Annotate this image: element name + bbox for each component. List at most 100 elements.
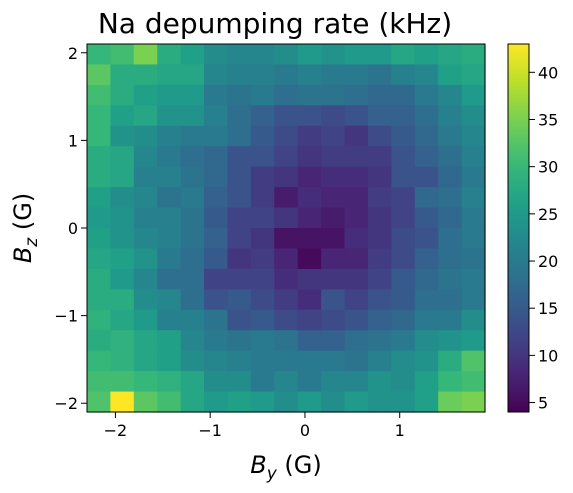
heatmap-cell: [227, 64, 252, 86]
heatmap-cell: [461, 207, 486, 229]
heatmap-cell: [321, 350, 346, 372]
heatmap-cell: [297, 391, 322, 413]
y-tick-label: 1: [68, 131, 78, 150]
heatmap-cell: [133, 268, 158, 290]
heatmap-cell: [414, 228, 439, 250]
heatmap-cell: [180, 105, 205, 127]
heatmap-cell: [110, 44, 135, 66]
heatmap-cell: [227, 330, 252, 352]
heatmap-cell: [250, 105, 275, 127]
heatmap-cell: [297, 228, 322, 250]
heatmap-cell: [391, 309, 416, 331]
colorbar-tick-label: 25: [538, 205, 558, 224]
heatmap-cell: [438, 187, 463, 209]
heatmap-cell: [180, 187, 205, 209]
heatmap-cell: [250, 146, 275, 168]
heatmap-cell: [204, 166, 229, 188]
heatmap-cell: [157, 289, 182, 311]
colorbar-tick-label: 20: [538, 252, 558, 271]
heatmap-cell: [321, 248, 346, 270]
heatmap-cell: [274, 187, 299, 209]
heatmap-cell: [321, 371, 346, 393]
heatmap-cell: [321, 268, 346, 290]
heatmap-cell: [321, 146, 346, 168]
heatmap-cell: [297, 84, 322, 106]
x-tick-label: 0: [300, 421, 310, 440]
heatmap-cell: [227, 309, 252, 331]
heatmap-cell: [438, 371, 463, 393]
heatmap-cell: [274, 391, 299, 413]
heatmap-cell: [367, 289, 392, 311]
heatmap-cell: [133, 289, 158, 311]
heatmap-cell: [414, 44, 439, 66]
heatmap-cell: [180, 350, 205, 372]
heatmap-cell: [133, 391, 158, 413]
heatmap-cell: [367, 248, 392, 270]
heatmap-cell: [414, 105, 439, 127]
heatmap-cell: [391, 289, 416, 311]
heatmap-cell: [414, 125, 439, 147]
heatmap-cell: [227, 105, 252, 127]
heatmap-cell: [227, 187, 252, 209]
heatmap-cell: [180, 228, 205, 250]
heatmap-cell: [110, 289, 135, 311]
colorbar-tick-label: 15: [538, 299, 558, 318]
heatmap-cell: [367, 350, 392, 372]
heatmap-cell: [321, 44, 346, 66]
colorbar-tick-label: 5: [538, 394, 548, 413]
heatmap-cell: [274, 330, 299, 352]
heatmap-cell: [367, 105, 392, 127]
heatmap-cell: [367, 391, 392, 413]
heatmap-cell: [438, 64, 463, 86]
heatmap-cell: [157, 105, 182, 127]
heatmap-cell: [87, 309, 112, 331]
heatmap-cell: [250, 268, 275, 290]
heatmap-cell: [367, 146, 392, 168]
colorbar-tick-label: 40: [538, 63, 558, 82]
heatmap-cell: [391, 64, 416, 86]
heatmap-cell: [110, 309, 135, 331]
heatmap-cell: [274, 350, 299, 372]
heatmap-cell: [180, 391, 205, 413]
heatmap-cell: [297, 330, 322, 352]
heatmap-cell: [274, 207, 299, 229]
heatmap-cell: [391, 371, 416, 393]
heatmap-cell: [438, 350, 463, 372]
heatmap-cell: [87, 125, 112, 147]
heatmap-cell: [110, 248, 135, 270]
heatmap-cell: [438, 207, 463, 229]
heatmap-cell: [87, 330, 112, 352]
heatmap-cell: [227, 166, 252, 188]
heatmap-cell: [391, 391, 416, 413]
heatmap-cell: [157, 187, 182, 209]
heatmap-cell: [250, 309, 275, 331]
heatmap-cell: [344, 330, 369, 352]
heatmap-cell: [157, 391, 182, 413]
heatmap-cell: [157, 248, 182, 270]
heatmap-cell: [180, 371, 205, 393]
heatmap-cell: [87, 166, 112, 188]
heatmap-cell: [391, 84, 416, 106]
heatmap-cell: [461, 289, 486, 311]
heatmap-cell: [321, 330, 346, 352]
heatmap-cell: [204, 44, 229, 66]
heatmap-cell: [274, 84, 299, 106]
heatmap-cell: [180, 166, 205, 188]
heatmap-cell: [227, 268, 252, 290]
heatmap-cell: [87, 187, 112, 209]
heatmap-cell: [274, 44, 299, 66]
heatmap-cell: [344, 44, 369, 66]
heatmap-cell: [250, 248, 275, 270]
heatmap-cell: [321, 187, 346, 209]
x-axis-label: By (G): [250, 451, 321, 484]
heatmap-cell: [110, 105, 135, 127]
heatmap-cell: [157, 64, 182, 86]
heatmap-cell: [180, 248, 205, 270]
heatmap-cell: [297, 105, 322, 127]
heatmap-cell: [438, 228, 463, 250]
heatmap-cell: [297, 187, 322, 209]
heatmap-cell: [110, 350, 135, 372]
heatmap-cell: [133, 105, 158, 127]
heatmap-cell: [133, 371, 158, 393]
